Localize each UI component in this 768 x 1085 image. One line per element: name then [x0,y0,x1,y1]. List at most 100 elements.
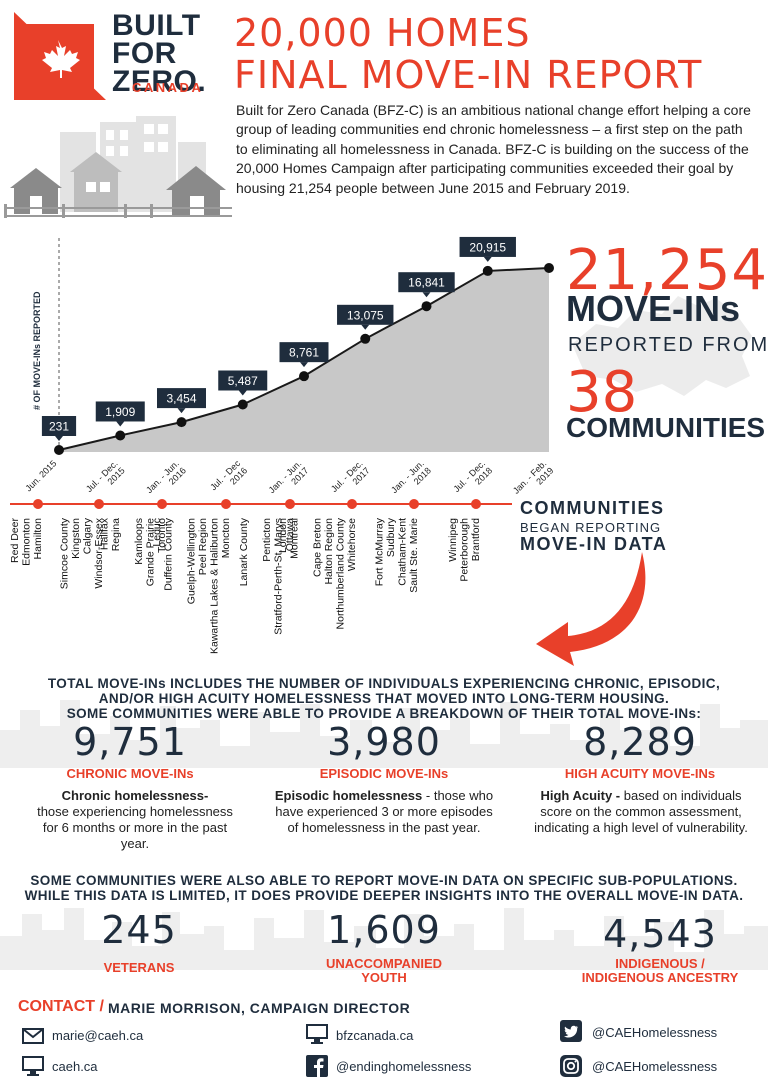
communities-count-number: 38 [566,360,638,425]
breakdown-heading-3: SOME COMMUNITIES WERE ABLE TO PROVIDE A … [66,706,702,721]
timeline-community-5-6: London [277,518,289,553]
timeline-community-2-0: Toronto [156,518,168,553]
timeline-community-0-0: Hamilton [32,518,44,560]
timeline-community-6-0: Sault Ste. Marie [408,518,420,593]
contact-twitter-link[interactable]: @CAEHomelessness [592,1025,718,1040]
monitor-icon-2 [306,1024,328,1044]
move-ins-caption: MOVE-INs [566,288,741,329]
timeline-community-0-2: Red Deer [9,518,21,563]
high-acuity-label: HIGH ACUITY MOVE-INs [564,766,716,781]
contact-facebook-link[interactable]: @endinghomelessness [336,1059,472,1074]
svg-text:3,454: 3,454 [166,392,196,406]
chart-point-1 [115,430,126,441]
contact-website-bfz-link[interactable]: bfzcanada.ca [336,1028,414,1043]
timeline-community-2-5: Halifax [99,517,111,550]
youth-label-1: UNACCOMPANIED [325,956,443,971]
timeline-community-6-1: Chatham-Kent [397,518,409,586]
timeline-community-5-3: Cape Breton [312,518,324,577]
indigenous-label-2: INDIGENOUS ANCESTRY [581,970,739,985]
timeline-community-1-0: Windsor-Essex [93,517,105,588]
reported-from-caption: REPORTED FROM [568,334,768,356]
timeline-caption-1: COMMUNITIES [520,498,665,518]
high-acuity-desc-text: based on individuals score on the common… [534,788,748,835]
indigenous-value: 4,543 [603,912,717,956]
timeline-community-5-0: Whitehorse [346,518,358,571]
skyline-background-1 [0,700,768,768]
episodic-value: 3,980 [327,720,441,764]
timeline-community-5-1: Northumberland County [335,517,347,629]
subpop-heading-2: WHILE THIS DATA IS LIMITED, IT DOES PROV… [24,888,744,903]
subpop-heading-1: SOME COMMUNITIES WERE ALSO ABLE TO REPOR… [30,873,738,888]
svg-text:Jun. 2015: Jun. 2015 [23,458,58,493]
houses-illustration [4,116,232,218]
move-ins-chart: 231 Jun. 2015 1,909 Jul. - Dec.2015 3,454 Jan… [9,236,555,654]
timeline-community-4-0: Ottawa [284,518,296,551]
contact-instagram-link[interactable]: @CAEHomelessness [592,1059,718,1074]
chart-data-label-1: 1,909 [95,401,145,427]
episodic-label: EPISODIC MOVE-INs [319,766,449,781]
x-tick-label-4: Jan. - Jun.2017 [267,458,311,495]
timeline-dot-3 [221,499,231,509]
chart-data-label-5: 13,075 [337,304,394,330]
timeline-community-7-0: Brantford [470,518,482,561]
x-tick-label-0: Jun. 2015 [23,458,58,493]
chart-data-label-6: 16,841 [398,272,455,298]
contact-email-link[interactable]: marie@caeh.ca [52,1028,144,1043]
chart-point-7 [482,265,493,276]
timeline-dot-1 [94,499,104,509]
mail-icon [22,1028,44,1044]
chart-data-label-3: 5,487 [218,370,268,396]
chart-data-label-4: 8,761 [279,342,329,368]
high-acuity-term: High Acuity - [540,788,621,803]
chart-point-3 [237,399,248,410]
communities-caption: COMMUNITIES [566,412,766,443]
breakdown-heading-1: TOTAL MOVE-INs INCLUDES THE NUMBER OF IN… [47,676,721,691]
timeline-community-7-1: Peterborough [459,518,471,582]
timeline-community-3-6: Leduc [151,518,163,547]
logo-text-for: FOR [112,37,177,70]
curved-arrow-icon [536,552,646,666]
high-acuity-description: High Acuity - based on individuals score… [528,788,754,836]
svg-text:16,841: 16,841 [408,276,445,290]
timeline-community-3-1: Kawartha Lakes & Haliburton [209,518,221,654]
logo-text-canada: CANADA [132,80,204,95]
timeline-community-3-3: Guelph-Wellington [186,518,198,604]
timeline-community-3-0: Moncton [220,518,232,558]
timeline-dot-0 [33,499,43,509]
skyline-background-2 [0,908,768,970]
timeline-community-0-1: Edmonton [21,518,33,566]
chart-point-8 [544,263,554,273]
svg-text:1,909: 1,909 [105,405,135,419]
timeline-community-4-4: Lanark County [238,517,250,586]
episodic-desc-text: - those who have experienced 3 or more e… [275,788,494,835]
high-acuity-value: 8,289 [583,720,697,764]
chart-point-0 [54,445,64,456]
timeline-community-1-1: Calgary [82,517,94,554]
veterans-value: 245 [101,908,177,952]
chronic-term: Chronic homelessness- [61,788,209,803]
timeline-dot-6 [409,499,419,509]
timeline-community-7-2: Winnipeg [447,518,459,562]
x-tick-label-7: Jul. - Dec.2018 [451,458,494,494]
timeline-dot-2 [157,499,167,509]
svg-text:8,761: 8,761 [289,346,319,360]
x-tick-label-1: Jul. - Dec.2015 [84,458,127,494]
x-tick-label-5: Jul. - Dec.2017 [329,458,372,494]
timeline-community-6-3: Fort McMurray [374,517,386,586]
contact-website-caeh-link[interactable]: caeh.ca [52,1059,98,1074]
facebook-icon [306,1055,328,1077]
chart-data-label-2: 3,454 [157,388,206,414]
youth-value: 1,609 [327,908,441,952]
timeline-community-2-1: Grande Prairie [145,518,157,586]
y-axis-label: # OF MOVE-INs REPORTED [32,291,42,410]
veterans-label: VETERANS [103,960,175,975]
x-tick-label-6: Jan. - Jun.2018 [389,458,433,495]
x-tick-label-2: Jan. - Jun.2016 [144,458,188,495]
youth-label-2: YOUTH [361,970,407,985]
twitter-icon [560,1020,582,1042]
chart-point-5 [360,333,371,344]
logo-mark [14,12,106,100]
logo-text-zero: ZERO. [112,65,207,98]
timeline-community-4-2: Penticton [261,518,273,562]
svg-text:5,487: 5,487 [228,374,258,388]
